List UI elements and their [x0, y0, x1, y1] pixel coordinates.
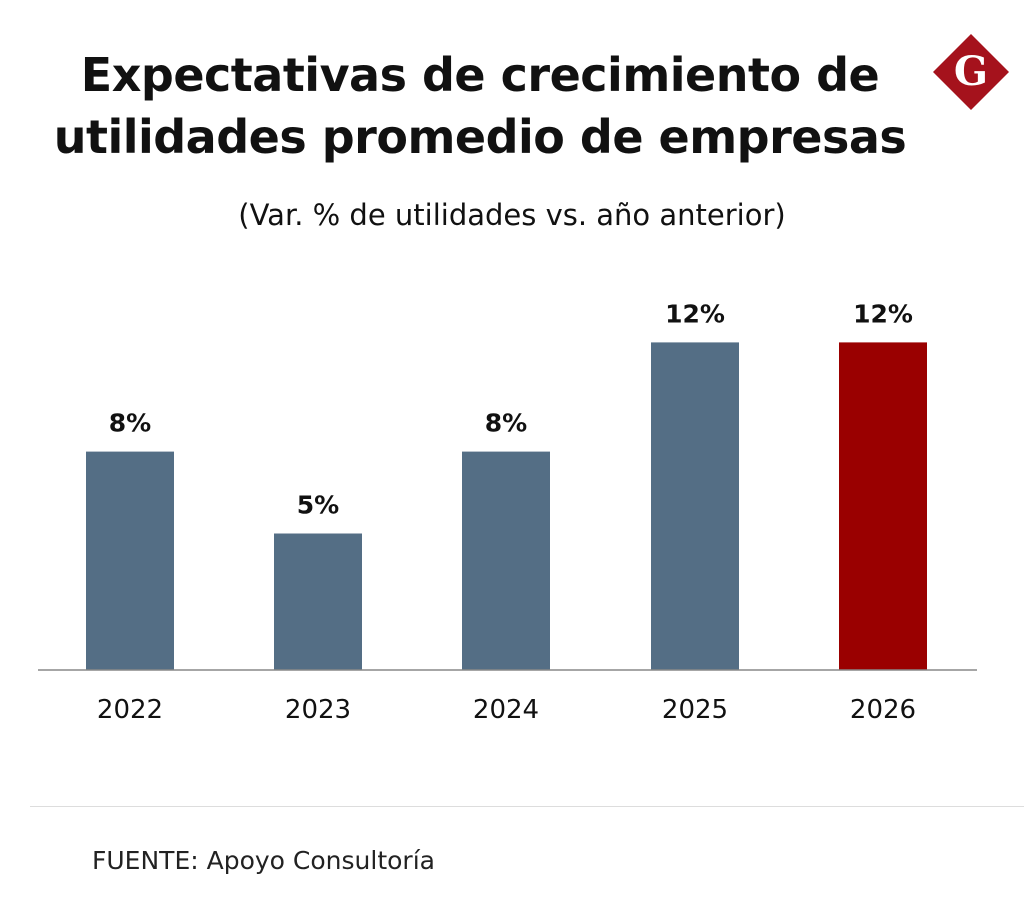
data-label-2023: 5%: [297, 491, 339, 520]
x-tick-label-2025: 2025: [662, 695, 728, 725]
bar-2026: [839, 342, 927, 670]
bar-2025: [651, 342, 739, 670]
bar-2023: [274, 533, 362, 670]
svg-text:G: G: [954, 48, 988, 95]
chart-title: Expectativas de crecimiento de utilidades…: [53, 48, 907, 164]
source-note: FUENTE: Apoyo Consultoría: [92, 846, 435, 875]
bar-chart: 8% 2022 5% 2023 8% 2024 12% 2025 12% 2026: [38, 299, 977, 725]
x-tick-label-2023: 2023: [285, 695, 351, 725]
x-tick-label-2024: 2024: [473, 695, 539, 725]
gestion-logo: G: [933, 34, 1009, 110]
bar-2024: [462, 451, 550, 670]
data-label-2024: 8%: [485, 409, 527, 438]
chart-subtitle: (Var. % de utilidades vs. año anterior): [238, 198, 786, 232]
x-tick-label-2026: 2026: [850, 695, 916, 725]
data-label-2025: 12%: [665, 299, 725, 328]
data-label-2026: 12%: [853, 299, 913, 328]
divider: [30, 806, 1024, 807]
bar-2022: [86, 451, 174, 670]
x-tick-label-2022: 2022: [97, 695, 163, 725]
data-label-2022: 8%: [109, 409, 151, 438]
